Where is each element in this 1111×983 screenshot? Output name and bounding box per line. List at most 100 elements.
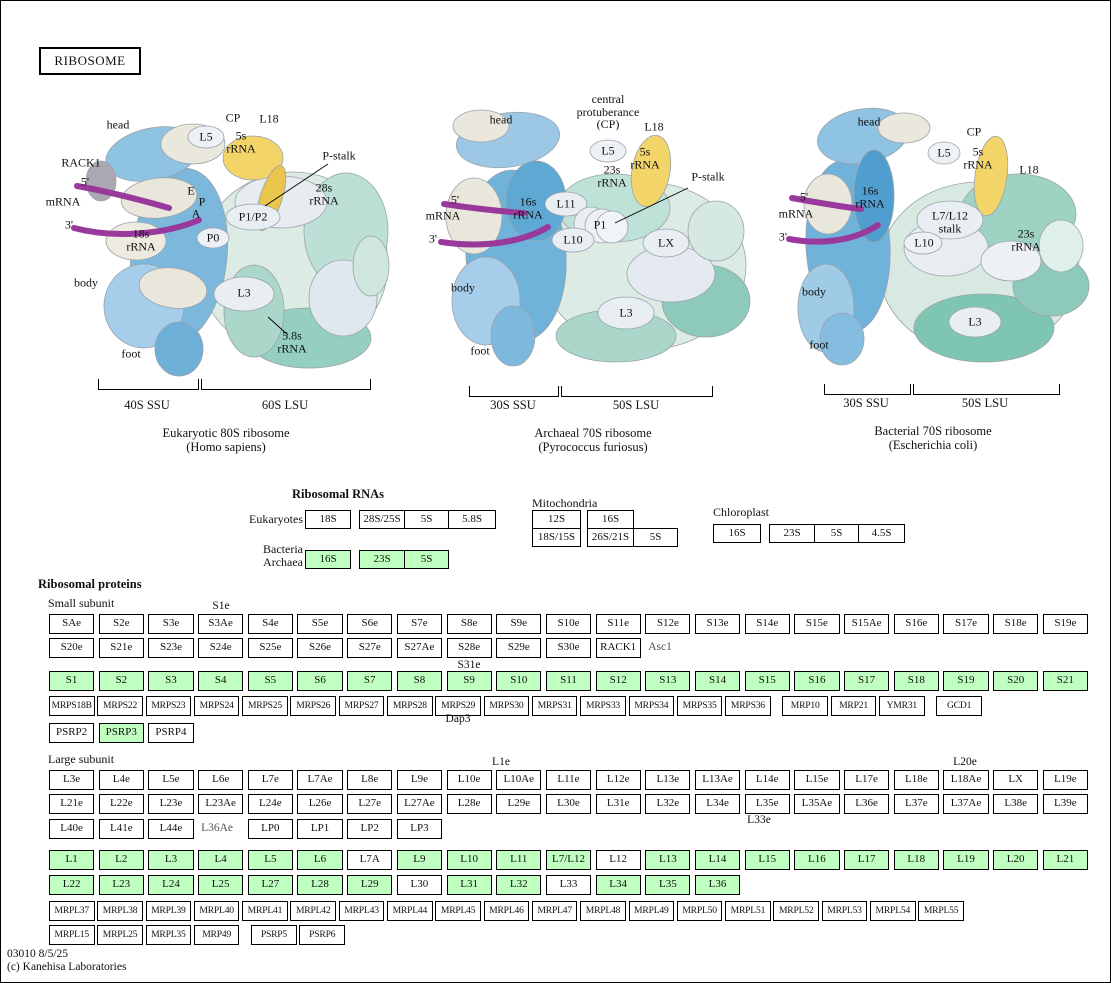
protein-box[interactable]: L25 (198, 875, 244, 895)
protein-box[interactable]: L32 (496, 875, 542, 895)
protein-box[interactable]: S11e (595, 614, 641, 634)
rrna-box[interactable]: 12S (532, 510, 581, 529)
protein-box[interactable]: LP3 (396, 819, 442, 839)
protein-box[interactable]: S8e (446, 614, 492, 634)
protein-box[interactable]: L19 (943, 850, 989, 870)
protein-box[interactable]: S7e (396, 614, 442, 634)
protein-box[interactable]: L18e (893, 770, 939, 790)
protein-box[interactable]: L24 (148, 875, 194, 895)
protein-box[interactable]: L23 (98, 875, 144, 895)
protein-box[interactable]: L31e (595, 794, 641, 814)
protein-box[interactable]: S7 (347, 671, 393, 691)
protein-box[interactable]: L12 (595, 850, 641, 870)
protein-box[interactable]: L21e (49, 794, 95, 814)
protein-box[interactable]: MRPL43 (338, 901, 385, 921)
protein-box[interactable]: L27Ae (396, 794, 442, 814)
protein-box[interactable]: S23e (148, 638, 194, 658)
protein-box[interactable]: PSRP3 (98, 723, 144, 743)
protein-box[interactable]: L22 (49, 875, 95, 895)
protein-box[interactable]: L20 (993, 850, 1039, 870)
protein-box[interactable]: L41e (98, 819, 144, 839)
protein-box[interactable]: MRPL54 (870, 901, 916, 921)
protein-box[interactable]: L34e (694, 794, 741, 814)
protein-box[interactable]: L21 (1042, 850, 1088, 870)
protein-box[interactable]: MRPL47 (531, 901, 578, 921)
protein-box[interactable]: S19 (943, 671, 989, 691)
protein-box[interactable]: S17e (943, 614, 989, 634)
protein-box[interactable]: LX (993, 770, 1039, 790)
rrna-box[interactable]: 5S (814, 524, 859, 543)
rrna-box[interactable]: 16S (713, 524, 761, 543)
protein-box[interactable]: L37e (893, 794, 939, 814)
protein-box[interactable]: S9 (446, 671, 492, 691)
protein-box[interactable]: L15e (794, 770, 840, 790)
protein-box[interactable]: L6 (297, 850, 343, 870)
protein-box[interactable]: L11 (496, 850, 542, 870)
protein-box[interactable]: L10 (446, 850, 492, 870)
protein-box[interactable]: MRPL53 (821, 901, 868, 921)
protein-box[interactable]: S9e (496, 614, 542, 634)
protein-box[interactable]: L44e (148, 819, 194, 839)
protein-box[interactable]: S26e (297, 638, 343, 658)
protein-box[interactable]: S16e (893, 614, 939, 634)
protein-box[interactable]: S14 (694, 671, 741, 691)
protein-box[interactable]: MRPS18B (49, 696, 95, 716)
protein-box[interactable]: S18e (993, 614, 1039, 634)
protein-box[interactable]: PSRP5 (251, 925, 297, 945)
protein-box[interactable]: S2e (98, 614, 144, 634)
protein-box[interactable]: L28e (446, 794, 492, 814)
protein-box[interactable]: L32e (645, 794, 691, 814)
protein-box[interactable]: L4 (198, 850, 244, 870)
protein-box[interactable]: MRPL52 (773, 901, 819, 921)
protein-box[interactable]: L7A (347, 850, 393, 870)
protein-box[interactable]: L9 (396, 850, 442, 870)
protein-box[interactable]: L37Ae (943, 794, 989, 814)
protein-box[interactable]: L2 (98, 850, 144, 870)
protein-box[interactable]: L34 (595, 875, 641, 895)
protein-box[interactable]: S6e (347, 614, 393, 634)
protein-box[interactable]: S4e (247, 614, 293, 634)
protein-box[interactable]: L23e (148, 794, 194, 814)
protein-box[interactable]: MRPS28 (387, 696, 433, 716)
protein-box[interactable]: L26e (297, 794, 343, 814)
protein-box[interactable]: S3e (148, 614, 194, 634)
protein-box[interactable]: L39e (1042, 794, 1088, 814)
protein-box[interactable]: S16 (794, 671, 840, 691)
protein-box[interactable]: S14e (744, 614, 790, 634)
protein-box[interactable]: MRPL35 (145, 925, 192, 945)
protein-box[interactable]: RACK1 (595, 638, 641, 658)
protein-box[interactable]: L40e (49, 819, 95, 839)
rrna-box[interactable]: 16S (587, 510, 634, 529)
protein-box[interactable]: S1 (49, 671, 95, 691)
protein-box[interactable]: L12e (595, 770, 641, 790)
protein-box[interactable]: L13e (645, 770, 691, 790)
protein-box[interactable]: L14 (694, 850, 741, 870)
rrna-box[interactable]: 28S/25S (359, 510, 405, 529)
protein-box[interactable]: S27Ae (396, 638, 442, 658)
protein-box[interactable]: MRPS33 (580, 696, 626, 716)
protein-box[interactable]: S17 (844, 671, 890, 691)
protein-box[interactable]: MRPL40 (193, 901, 240, 921)
protein-box[interactable]: MRP10 (782, 696, 828, 716)
protein-box[interactable]: L10e (446, 770, 492, 790)
protein-box[interactable]: MRPL15 (49, 925, 95, 945)
protein-box[interactable]: S24e (198, 638, 244, 658)
protein-box[interactable]: MRPL38 (97, 901, 143, 921)
protein-box[interactable]: L13 (645, 850, 691, 870)
protein-box[interactable]: S11 (545, 671, 592, 691)
protein-box[interactable]: L18 (893, 850, 939, 870)
protein-box[interactable]: PSRP6 (299, 925, 345, 945)
protein-box[interactable]: MRPS27 (338, 696, 385, 716)
protein-box[interactable]: L15 (744, 850, 790, 870)
protein-box[interactable]: LP1 (297, 819, 343, 839)
protein-box[interactable]: L36e (844, 794, 890, 814)
protein-box[interactable]: L7e (247, 770, 293, 790)
protein-box[interactable]: L4e (98, 770, 144, 790)
protein-box[interactable]: S15 (744, 671, 790, 691)
protein-box[interactable]: L35 (645, 875, 691, 895)
protein-box[interactable]: S27e (347, 638, 393, 658)
protein-box[interactable]: S21e (98, 638, 144, 658)
protein-box[interactable]: S13 (645, 671, 691, 691)
protein-box[interactable]: MRPS24 (193, 696, 240, 716)
protein-box[interactable]: S20e (49, 638, 95, 658)
